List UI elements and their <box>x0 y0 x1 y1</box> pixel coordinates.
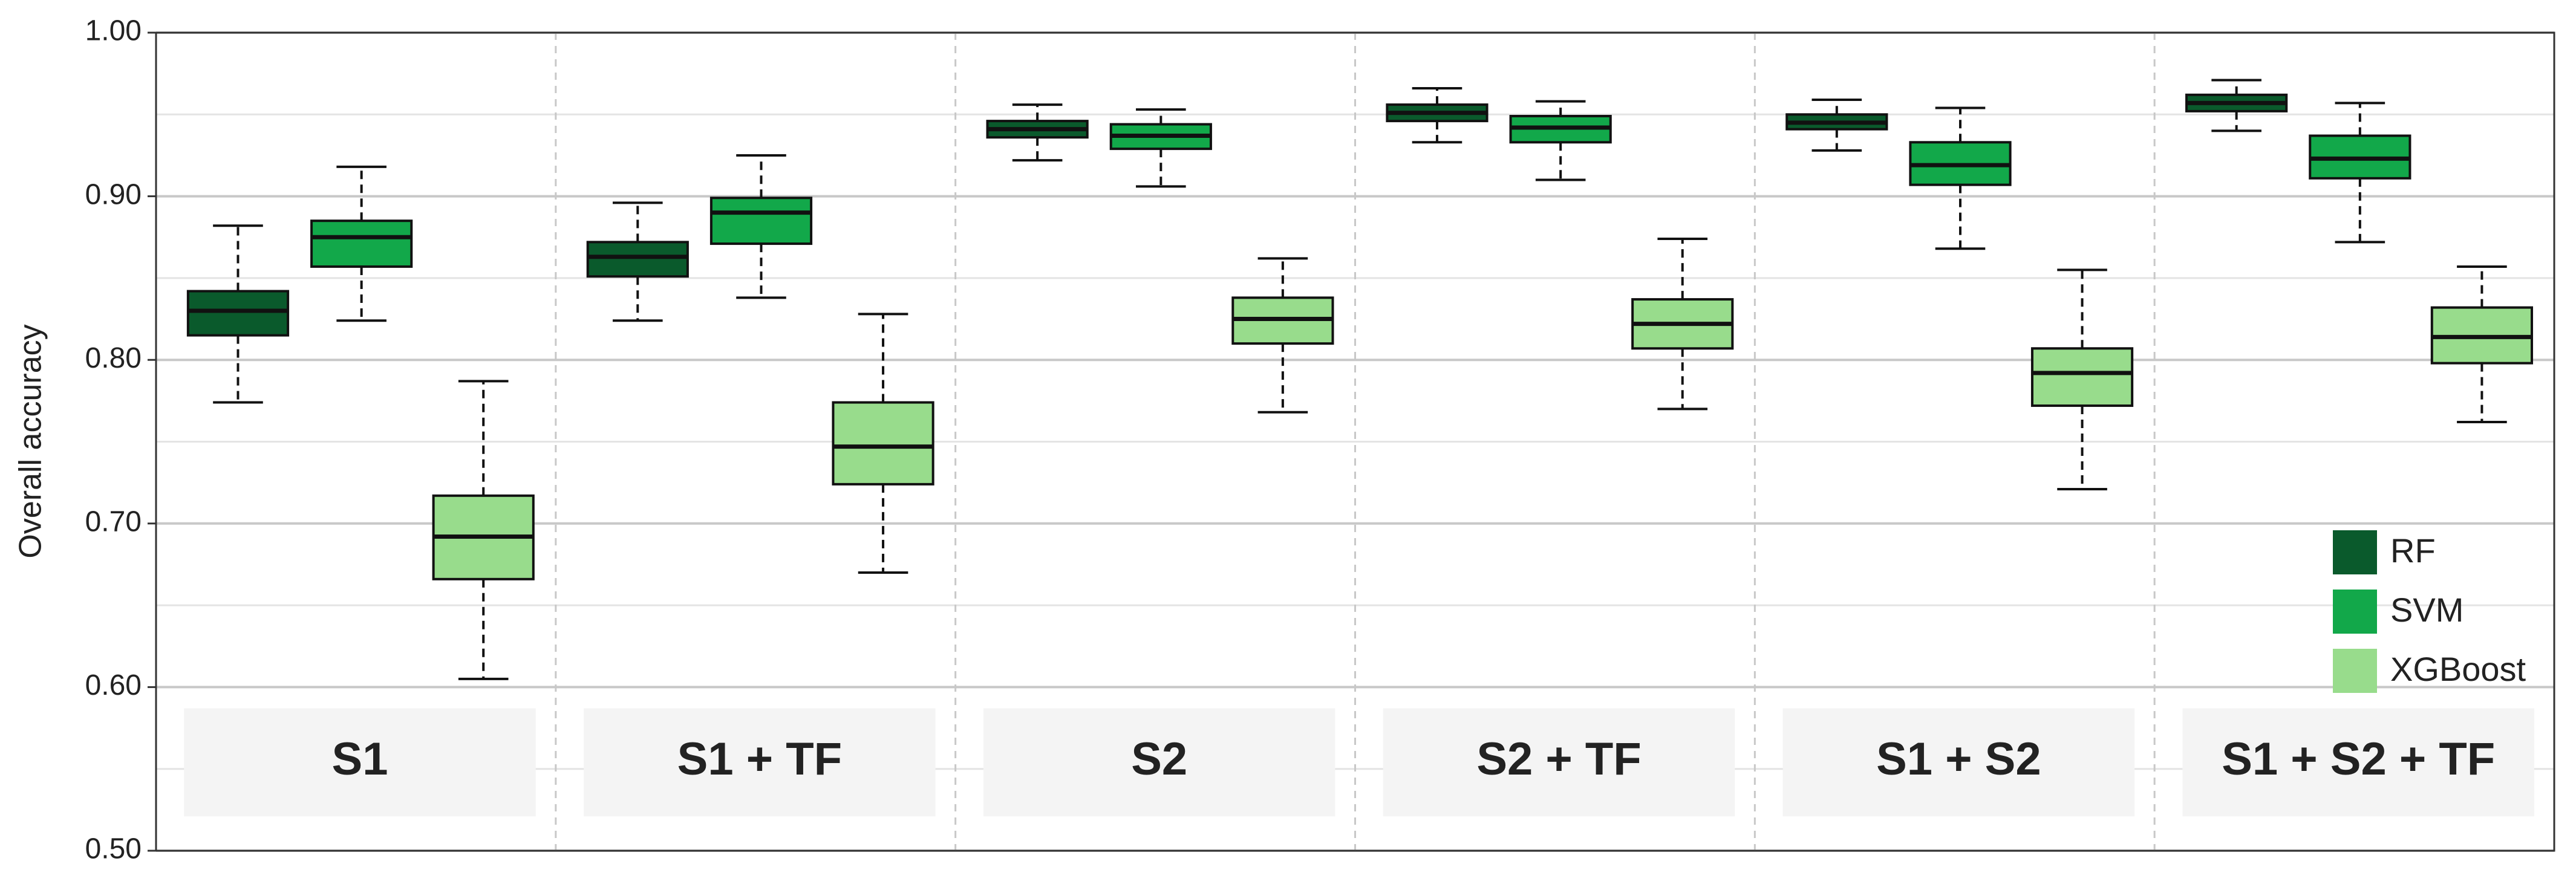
group-label-box <box>2182 708 2534 817</box>
box <box>310 219 413 268</box>
y-tick-label: 0.80 <box>85 342 142 374</box>
y-axis-title: Overall accuracy <box>13 324 48 558</box>
box <box>586 241 689 278</box>
legend-swatch <box>2333 590 2377 634</box>
group-label: S1 + S2 + TF <box>2222 733 2495 785</box>
group-label: S1 + S2 <box>1876 733 2041 785</box>
box <box>709 197 813 245</box>
group-label-box <box>584 708 936 817</box>
legend-label: SVM <box>2390 591 2464 629</box>
plot-frame <box>155 31 2555 852</box>
group-label: S1 + TF <box>677 733 842 785</box>
box <box>832 401 934 486</box>
y-tick-label: 0.50 <box>85 833 142 865</box>
group-label-box <box>1782 708 2135 817</box>
group-label-box <box>184 708 536 817</box>
group-label: S2 <box>1131 733 1187 785</box>
group-label-box <box>983 708 1335 817</box>
y-tick-label: 0.90 <box>85 178 142 210</box>
group-label-box <box>1383 708 1735 817</box>
y-tick-label: 0.60 <box>85 669 142 701</box>
y-tick-label: 0.70 <box>85 505 142 538</box>
group-label: S1 <box>332 733 388 785</box>
legend-label: XGBoost <box>2390 650 2526 688</box>
legend-label: RF <box>2390 531 2436 570</box>
legend-swatch <box>2333 649 2377 693</box>
legend-swatch <box>2333 530 2377 574</box>
box <box>186 290 290 337</box>
y-tick-label: 1.00 <box>85 15 142 47</box>
box <box>2030 347 2134 407</box>
group-label: S2 + TF <box>1476 733 1641 785</box>
